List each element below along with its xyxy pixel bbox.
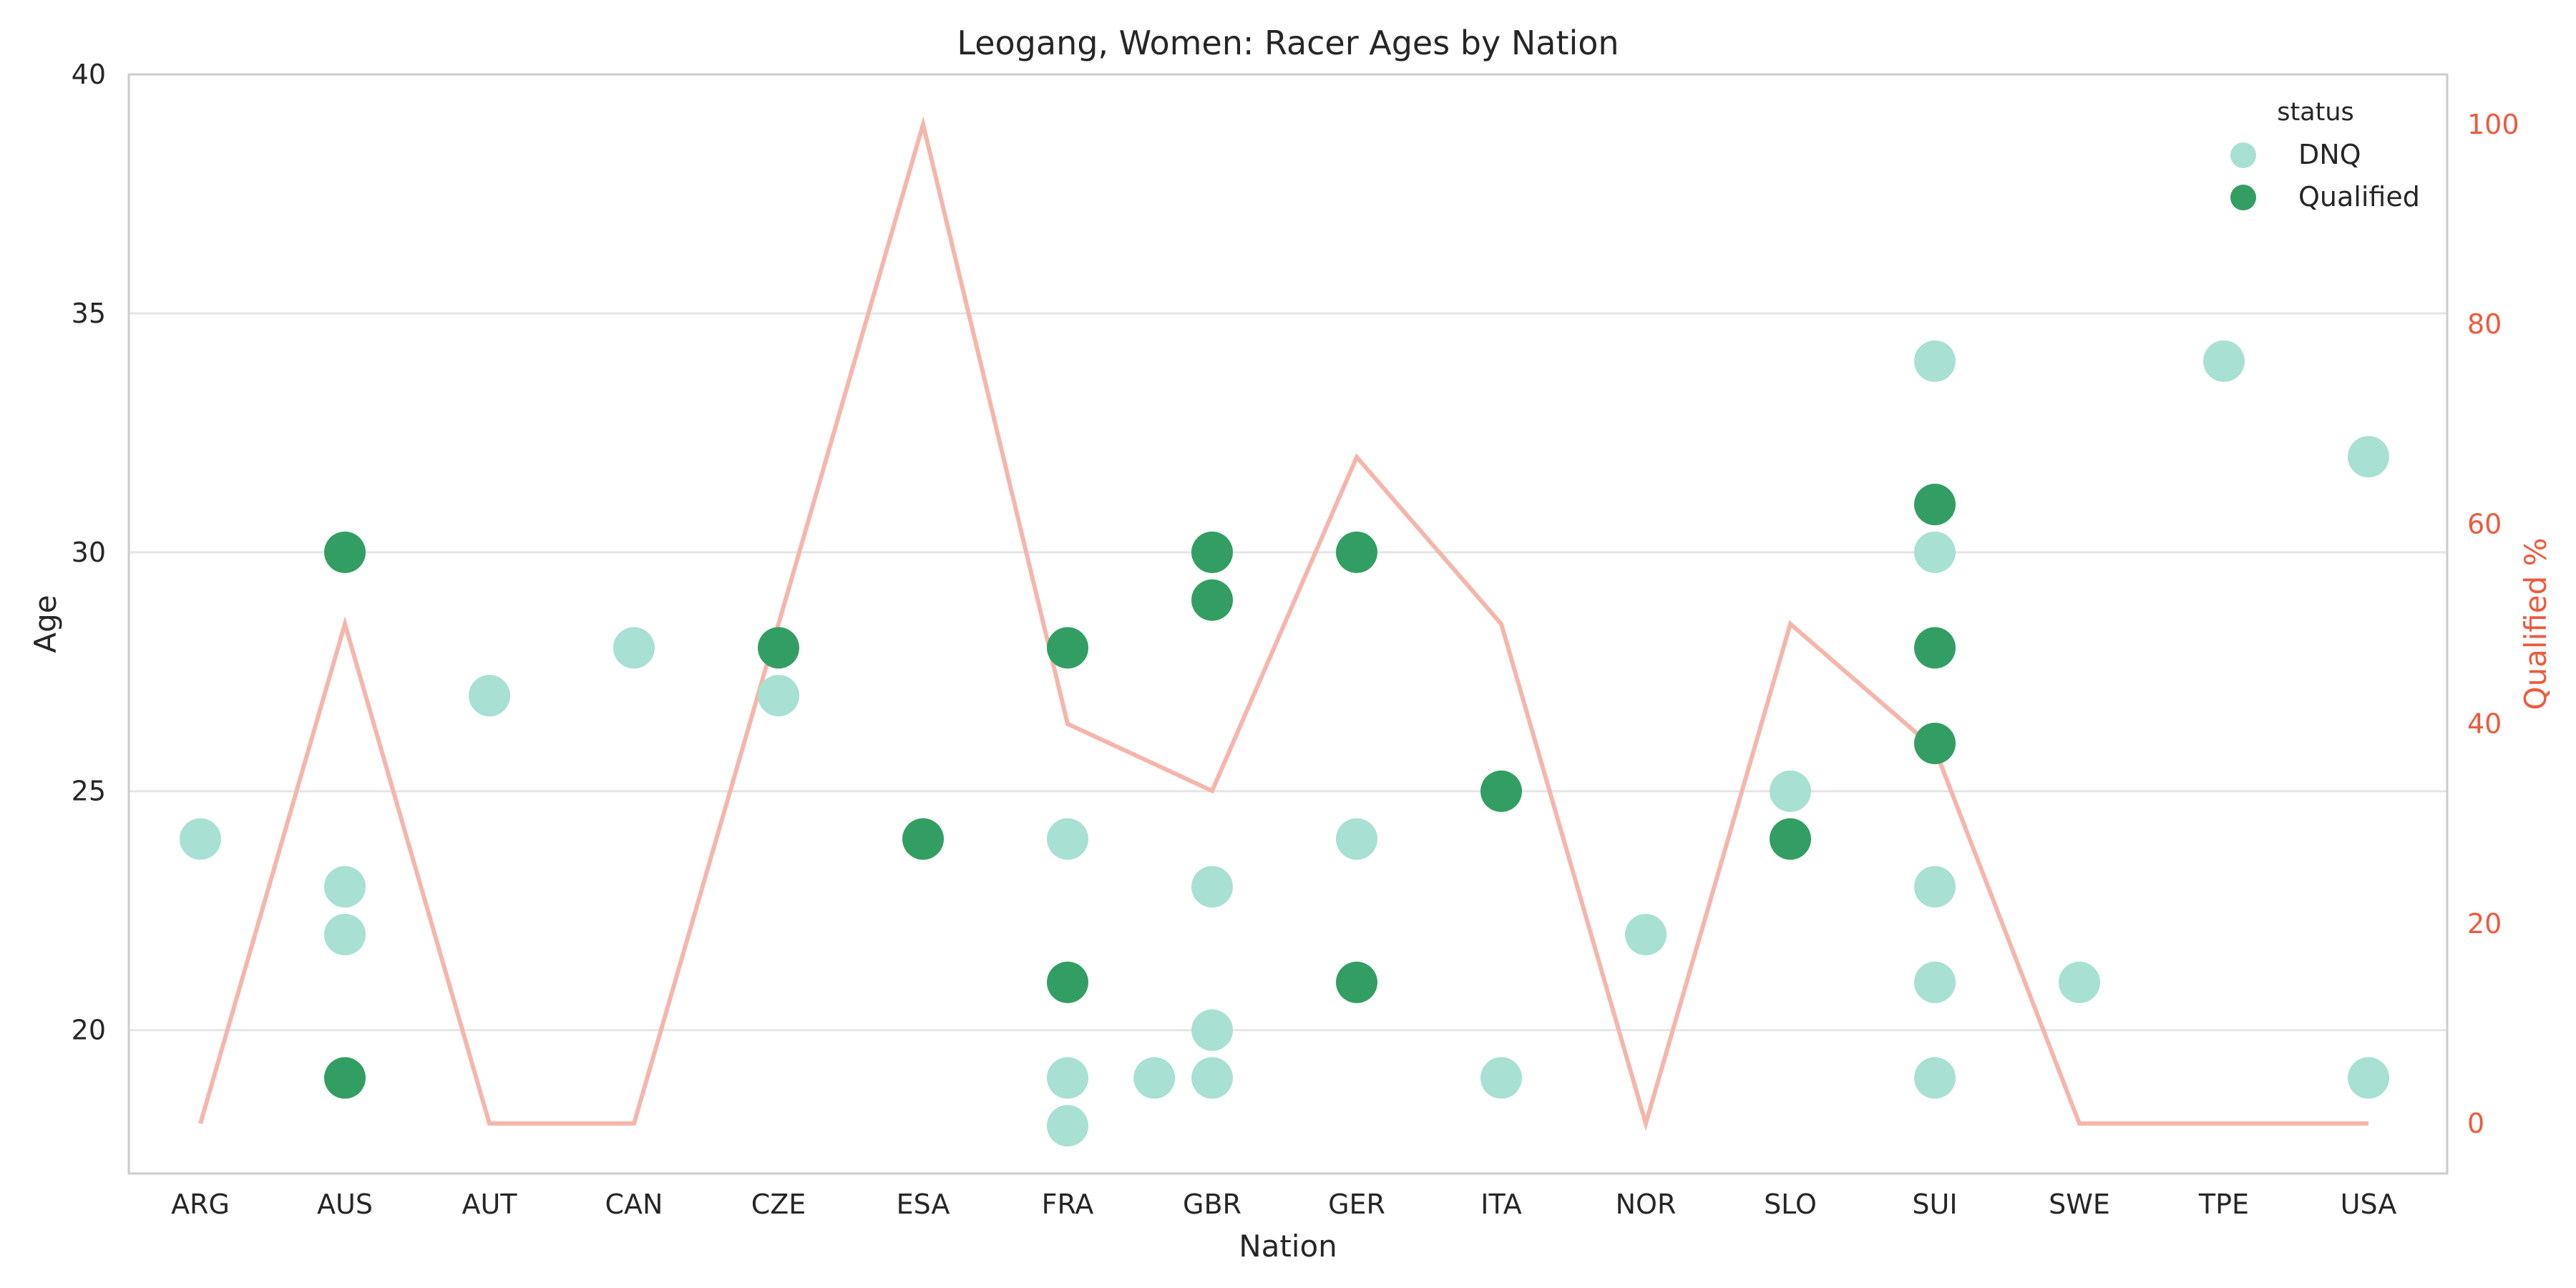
legend: status DNQ Qualified (2230, 98, 2420, 213)
legend-qualified-marker (2230, 185, 2256, 210)
point-qualified-gbr-30 (1191, 531, 1233, 573)
point-qualified-fra-21 (1047, 961, 1088, 1003)
x-tick-label-arg: ARG (171, 1189, 230, 1220)
point-dnq-sui-19 (1914, 1057, 1956, 1099)
y-tick-label-30: 30 (72, 537, 106, 568)
point-dnq-aut-27 (469, 675, 510, 717)
point-qualified-esa-24 (902, 818, 944, 860)
x-tick-label-gbr: GBR (1183, 1189, 1241, 1220)
x-axis-label: Nation (1239, 1229, 1337, 1264)
point-qualified-slo-24 (1770, 818, 1811, 860)
x-tick-label-slo: SLO (1764, 1189, 1817, 1220)
point-dnq-fra-24 (1047, 818, 1088, 860)
right-tick-label-40: 40 (2467, 708, 2502, 740)
x-tick-label-esa: ESA (897, 1189, 950, 1220)
y-tick-label-35: 35 (72, 298, 106, 329)
x-axis-ticks: ARG AUS AUT CAN CZE ESA FRA GBR GER ITA NOR SLO SUI S… (171, 1189, 2396, 1220)
legend-title: status (2277, 98, 2354, 127)
point-qualified-ita-25 (1480, 770, 1522, 812)
point-qualified-ger-30 (1336, 531, 1377, 573)
x-tick-label-aut: AUT (462, 1189, 517, 1220)
x-tick-label-usa: USA (2341, 1189, 2397, 1220)
x-tick-label-sui: SUI (1912, 1189, 1957, 1220)
right-tick-label-20: 20 (2467, 908, 2502, 940)
point-dnq-cze-27 (758, 675, 799, 717)
plot-area-frame (127, 73, 2449, 1175)
x-tick-label-can: CAN (605, 1189, 663, 1220)
point-dnq-usa-19 (2348, 1057, 2389, 1099)
point-dnq-arg-24 (180, 818, 221, 860)
point-dnq-sui-30 (1914, 531, 1956, 573)
point-dnq-sui-23 (1914, 866, 1956, 908)
right-tick-label-100: 100 (2467, 109, 2519, 140)
point-qualified-aus-30 (324, 531, 366, 573)
chart-title: Leogang, Women: Racer Ages by Nation (957, 24, 1619, 62)
point-dnq-fra-19 (1047, 1057, 1088, 1099)
point-dnq-sui-21 (1914, 961, 1956, 1003)
point-qualified-sui-28 (1914, 627, 1956, 669)
right-tick-label-60: 60 (2467, 508, 2502, 540)
point-dnq-slo-25 (1770, 770, 1811, 812)
x-tick-label-aus: AUS (317, 1189, 373, 1220)
point-dnq-ger-24 (1336, 818, 1377, 860)
x-tick-label-ita: ITA (1480, 1189, 1521, 1220)
point-qualified-gbr-29 (1191, 579, 1233, 621)
point-dnq-nor-22 (1625, 914, 1667, 956)
point-qualified-aus-19 (324, 1057, 366, 1099)
point-qualified-sui-26 (1914, 722, 1956, 764)
x-tick-label-swe: SWE (2049, 1189, 2110, 1220)
x-tick-label-fra: FRA (1042, 1189, 1094, 1220)
point-dnq-fra-18 (1047, 1105, 1088, 1147)
point-dnq-fra-19 (1133, 1057, 1176, 1099)
point-qualified-cze-28 (758, 627, 799, 669)
point-dnq-gbr-23 (1191, 866, 1233, 908)
point-qualified-sui-31 (1914, 484, 1956, 526)
legend-qualified-label: Qualified (2298, 181, 2420, 213)
x-tick-label-nor: NOR (1616, 1189, 1677, 1220)
point-dnq-swe-21 (2059, 961, 2100, 1003)
point-dnq-ita-19 (1480, 1057, 1522, 1099)
point-dnq-aus-23 (324, 866, 366, 908)
legend-dnq-marker (2230, 142, 2256, 168)
point-dnq-gbr-19 (1191, 1057, 1233, 1099)
point-dnq-sui-34 (1914, 340, 1956, 382)
y-axis-label: Age (28, 595, 63, 653)
point-dnq-usa-32 (2348, 436, 2389, 478)
y-tick-label-25: 25 (72, 776, 106, 807)
point-dnq-aus-22 (324, 914, 366, 956)
x-tick-label-cze: CZE (751, 1189, 806, 1220)
legend-dnq-label: DNQ (2298, 139, 2361, 170)
right-axis-ticks: 0 20 40 60 80 100 (2467, 109, 2519, 1139)
left-axis-ticks: 20 25 30 35 40 (72, 59, 106, 1046)
qualified-percent-line (198, 116, 2368, 1131)
right-tick-label-0: 0 (2467, 1108, 2484, 1139)
qualified-percent-line-group (198, 116, 2368, 1131)
data-points (180, 340, 2389, 1147)
point-dnq-tpe-34 (2203, 340, 2245, 382)
y-tick-label-40: 40 (72, 59, 106, 90)
x-tick-label-tpe: TPE (2198, 1189, 2249, 1220)
point-qualified-fra-28 (1047, 627, 1088, 669)
x-tick-label-ger: GER (1328, 1189, 1385, 1220)
point-qualified-ger-21 (1336, 961, 1377, 1003)
point-dnq-can-28 (613, 627, 655, 669)
right-axis-label: Qualified % (2518, 538, 2553, 711)
right-tick-label-80: 80 (2467, 308, 2502, 340)
point-dnq-gbr-20 (1191, 1009, 1233, 1051)
y-tick-label-20: 20 (72, 1015, 106, 1046)
